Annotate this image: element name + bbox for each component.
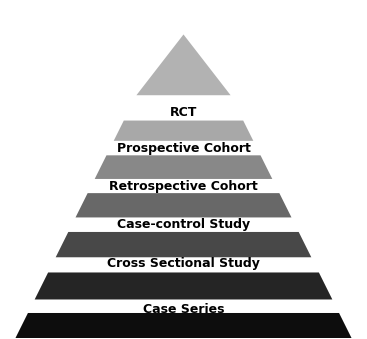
Text: Prospective Cohort: Prospective Cohort	[117, 142, 250, 155]
Text: Cross Sectional Study: Cross Sectional Study	[107, 257, 260, 270]
Polygon shape	[137, 35, 230, 95]
Polygon shape	[56, 232, 311, 257]
Text: Retrospective Cohort: Retrospective Cohort	[109, 180, 258, 193]
Polygon shape	[95, 155, 272, 179]
Text: Case Series: Case Series	[143, 303, 224, 316]
Polygon shape	[15, 313, 352, 338]
Text: Case-control Study: Case-control Study	[117, 218, 250, 231]
Polygon shape	[114, 121, 253, 141]
Polygon shape	[76, 193, 291, 217]
Polygon shape	[34, 273, 333, 299]
Text: RCT: RCT	[170, 106, 197, 119]
